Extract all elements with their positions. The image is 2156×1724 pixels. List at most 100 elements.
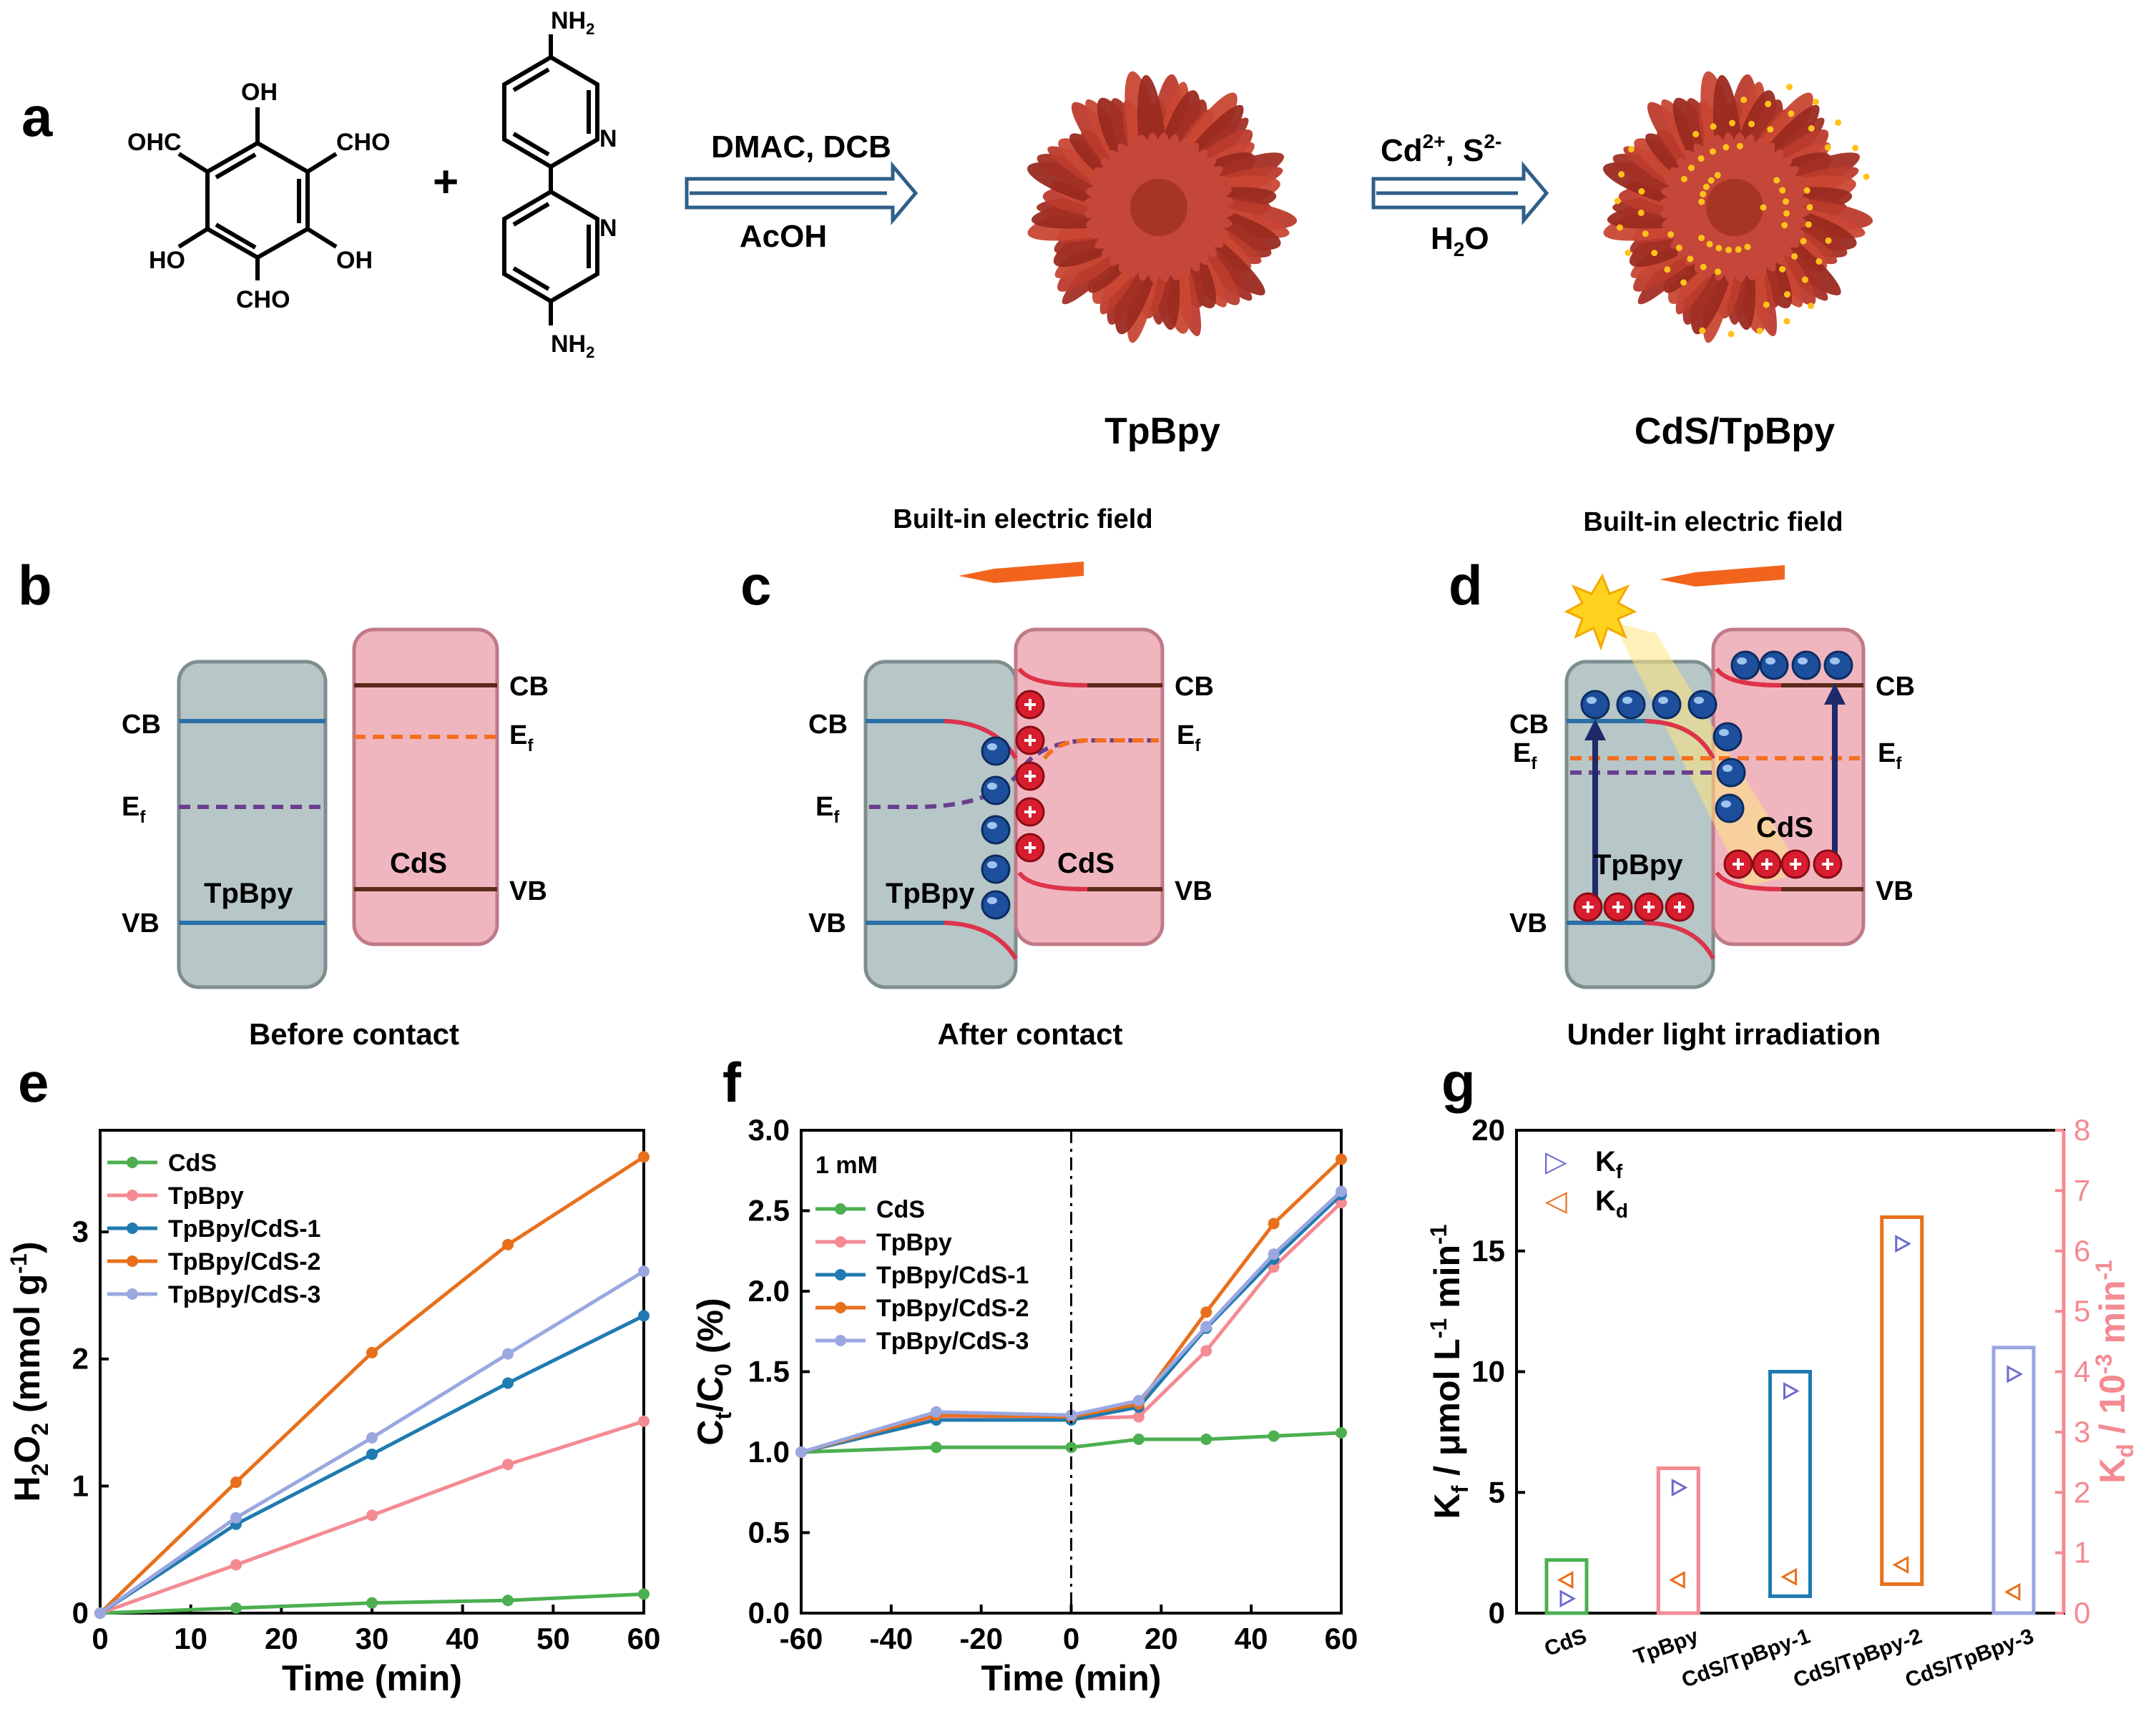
electron	[981, 815, 1011, 845]
cds-particle	[1785, 84, 1793, 91]
cds-particle	[1618, 171, 1625, 178]
y-tick-label: 3	[72, 1215, 89, 1248]
data-point	[230, 1602, 242, 1614]
b-tp-vb-label: VB	[122, 908, 160, 939]
y-tick-label: 2	[72, 1342, 89, 1376]
cds-particle	[1783, 318, 1790, 325]
y-right-tick-label: 3	[2074, 1415, 2090, 1449]
chart-g: 0 5 10 15 20 0 1 2 3 4 5 6 7 8 Kf / μmol L-1 min-1 Kd /…	[1426, 1113, 2138, 1693]
cds-particle	[1801, 276, 1808, 283]
y-tick-label: 3.0	[748, 1113, 790, 1147]
cds-particle	[1706, 240, 1713, 248]
d-caption: Under light irradiation	[1567, 1017, 1881, 1051]
legend-label: TpBpy/CdS-3	[876, 1328, 1029, 1355]
cds-tpbpy-flower-image	[1603, 71, 1873, 343]
data-point	[1200, 1321, 1212, 1333]
reaction-arrow-1	[685, 161, 918, 225]
tp-molecule	[177, 107, 338, 280]
y-tick-label: 0	[1489, 1596, 1505, 1630]
electron	[1580, 690, 1610, 720]
c-tp-vb-label: VB	[808, 908, 846, 939]
cds-particle	[1781, 222, 1788, 229]
data-point	[1268, 1248, 1280, 1260]
cds-particle	[1779, 187, 1786, 194]
data-point	[502, 1238, 514, 1250]
y-right-tick-label: 1	[2074, 1536, 2090, 1569]
electron-highlight	[1737, 657, 1747, 665]
legend-marker	[127, 1255, 138, 1267]
legend-marker	[127, 1288, 138, 1300]
sun-icon	[1564, 573, 1637, 651]
y-tick-label: 20	[1471, 1113, 1505, 1147]
data-point	[1065, 1409, 1077, 1421]
panel-e-letter: e	[18, 1051, 49, 1114]
y-axis-label: Ct/C0 (%)	[690, 1298, 736, 1445]
c-cds-label: CdS	[1057, 848, 1114, 879]
electron-highlight	[1723, 765, 1733, 772]
electron-highlight	[1694, 697, 1704, 704]
group-box	[1880, 1215, 1924, 1586]
tp-molecule-labels: OH OHC CHO HO OH CHO	[127, 79, 391, 313]
group-box	[1991, 1346, 2036, 1615]
y-right-tick-label: 0	[2074, 1596, 2090, 1630]
data-point	[1336, 1185, 1347, 1198]
b-caption: Before contact	[249, 1017, 459, 1051]
panel-d-letter: d	[1449, 554, 1483, 617]
cds-particle	[1707, 177, 1715, 184]
cds-particle	[1692, 131, 1700, 138]
y-tick-label: 15	[1471, 1234, 1505, 1268]
kf-point	[1895, 1235, 1911, 1253]
electron	[1687, 690, 1718, 720]
cds-particle	[1664, 266, 1671, 273]
electron	[1730, 650, 1760, 680]
chart-f: -60 -40 -20 0 20 40 60 0.0 0.5 1.0 1.5 2.0 2.5 3.0 Tim…	[690, 1113, 1358, 1698]
cho-bottom-label: CHO	[236, 286, 290, 313]
d-tp-ef-label: Ef	[1513, 738, 1537, 773]
series-line-TpBpy/CdS-1	[99, 1314, 645, 1615]
cds-particle	[1687, 255, 1694, 263]
cds-particle	[1760, 204, 1767, 211]
oh-right-label: OH	[336, 247, 373, 274]
cds-particle	[1702, 183, 1710, 190]
x-tick-label: 60	[1325, 1622, 1358, 1655]
electron-highlight	[987, 783, 997, 790]
cds-particle	[1791, 253, 1798, 260]
legend-label: TpBpy/CdS-2	[168, 1248, 320, 1275]
data-point	[1268, 1430, 1280, 1442]
legend-label: TpBpy/CdS-3	[168, 1281, 320, 1308]
y-right-tick-label: 7	[2074, 1173, 2090, 1207]
cds-particle	[1697, 155, 1705, 162]
ho-left-label: HO	[149, 247, 185, 274]
data-point	[502, 1377, 514, 1389]
electron	[1652, 690, 1682, 720]
y-axis-label: Kf / μmol L-1 min-1	[1426, 1224, 1473, 1519]
legend-marker	[835, 1203, 846, 1215]
legend-label: Kd	[1595, 1185, 1628, 1222]
cds-tpbpy-product-label: CdS/TpBpy	[1635, 411, 1835, 452]
kf-point	[1671, 1478, 1688, 1497]
cds-particle	[1756, 327, 1763, 334]
c-cds-cb-label: CB	[1175, 672, 1214, 702]
electron-highlight	[1719, 729, 1729, 736]
cds-particle	[1680, 175, 1687, 182]
y-tick-label: 1.5	[748, 1355, 790, 1388]
cds-particle	[1616, 224, 1623, 231]
tpbpy-product-label: TpBpy	[1104, 411, 1220, 452]
data-point	[1336, 1153, 1347, 1165]
cds-particle	[1808, 124, 1815, 132]
cds-particle	[1852, 145, 1859, 152]
cds-particle	[1714, 172, 1721, 179]
tpbpy-block	[177, 660, 328, 989]
flower-center	[1130, 179, 1187, 236]
data-point	[638, 1415, 650, 1427]
data-point	[930, 1441, 942, 1454]
cds-particle	[1800, 237, 1807, 245]
kf-point	[1559, 1590, 1577, 1608]
panel-c-diagram	[863, 627, 1165, 989]
nh2-top-label: NH2	[551, 7, 594, 38]
annotation: 1 mM	[815, 1152, 878, 1179]
d-cds-label: CdS	[1756, 812, 1813, 843]
electron	[981, 736, 1011, 766]
y-tick-label: 0.0	[748, 1596, 790, 1630]
